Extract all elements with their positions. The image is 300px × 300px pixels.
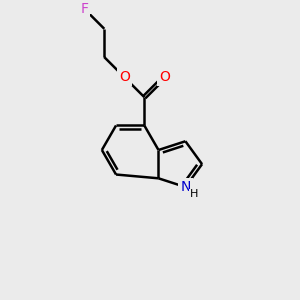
Text: F: F [80, 2, 88, 16]
Text: H: H [190, 189, 198, 199]
Text: O: O [159, 70, 170, 84]
Text: O: O [119, 70, 130, 84]
Text: N: N [180, 180, 190, 194]
